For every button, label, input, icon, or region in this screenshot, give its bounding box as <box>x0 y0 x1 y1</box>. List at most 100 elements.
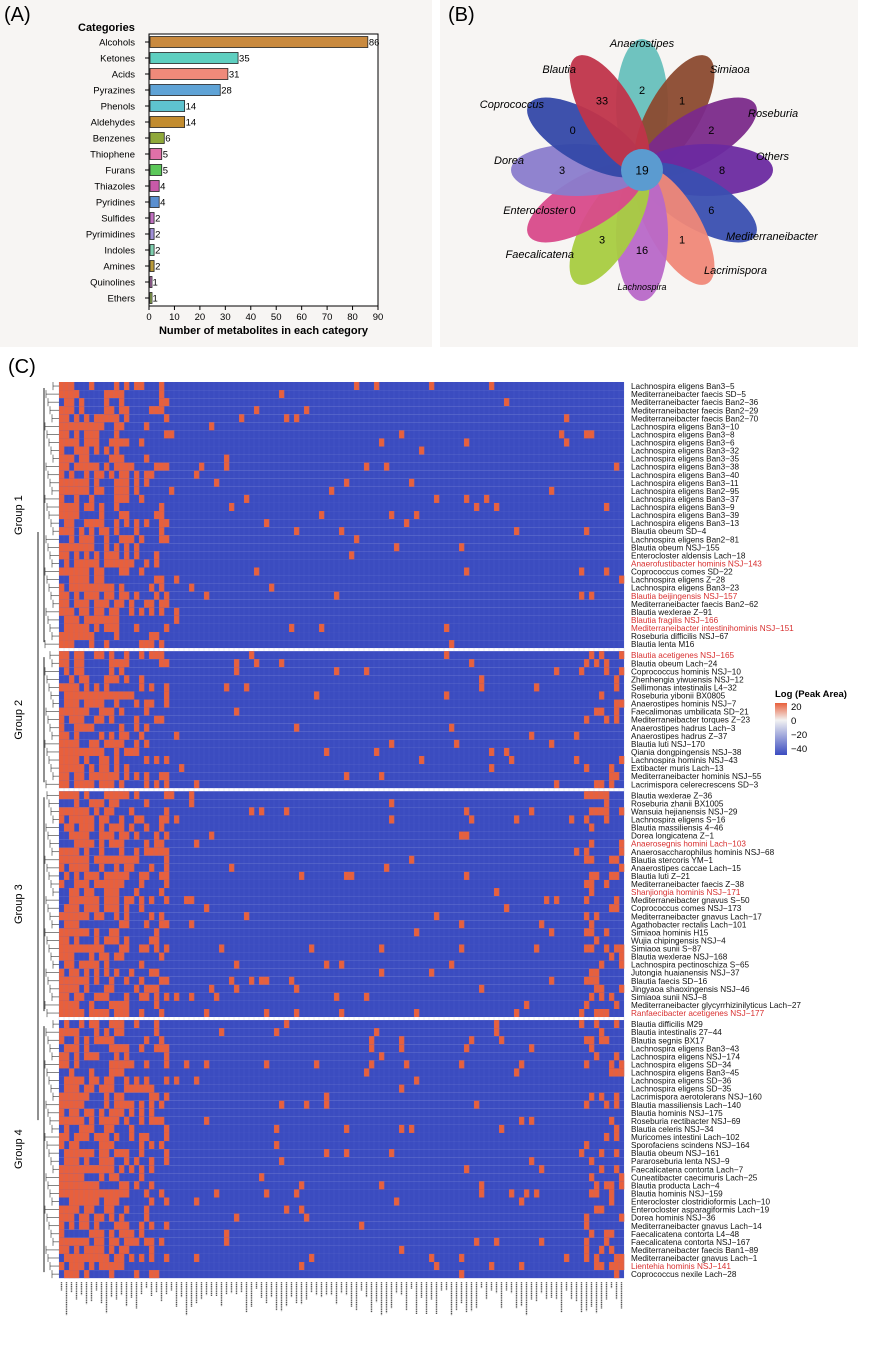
heatmap-cell <box>139 976 145 985</box>
bar-category-label: Sulfides <box>101 214 135 225</box>
heatmap-cell <box>84 863 90 872</box>
heatmap-cell <box>59 1237 65 1246</box>
heatmap-cell <box>584 715 590 724</box>
heatmap-cell <box>234 667 240 676</box>
heatmap-cell <box>59 543 65 552</box>
row-label: Blautia obeum NSJ−155 <box>631 543 720 552</box>
heatmap-cell <box>64 486 70 495</box>
heatmap-row <box>59 707 624 716</box>
heatmap-cell <box>74 1000 80 1010</box>
heatmap-row <box>59 430 624 439</box>
heatmap-cell <box>74 1189 80 1198</box>
heatmap-cell <box>114 928 120 937</box>
heatmap-cell <box>104 1124 110 1133</box>
heatmap-cell <box>159 651 165 660</box>
heatmap-cell <box>304 406 310 415</box>
heatmap-cell <box>129 1229 135 1238</box>
heatmap-cell <box>619 960 625 969</box>
heatmap-cell <box>599 1262 605 1271</box>
heatmap-cell <box>74 494 80 503</box>
heatmap-cell <box>414 1076 420 1085</box>
x-tick-label: 50 <box>271 312 282 323</box>
heatmap-cell <box>114 1132 120 1142</box>
heatmap-cell <box>109 936 115 945</box>
row-label: Mediterraneibacter hominis NSJ−55 <box>631 772 762 781</box>
heatmap-cell <box>164 1197 170 1206</box>
heatmap-cell <box>99 502 105 512</box>
heatmap-row <box>59 1044 624 1053</box>
bar-indoles <box>149 244 155 256</box>
bar-alcohols <box>149 36 369 48</box>
heatmap-cell <box>104 1100 110 1109</box>
heatmap-cell <box>149 1141 155 1150</box>
heatmap-cell <box>164 1092 170 1101</box>
heatmap-cell <box>59 486 65 495</box>
heatmap-cell <box>324 1100 330 1109</box>
heatmap-row <box>59 1000 624 1010</box>
heatmap-row <box>59 976 624 985</box>
heatmap-cell <box>74 791 80 800</box>
heatmap-cell <box>194 470 200 479</box>
heatmap-cell <box>124 511 130 520</box>
heatmap-cell <box>109 1116 115 1125</box>
heatmap-cell <box>64 755 70 765</box>
heatmap-cell <box>139 944 145 953</box>
heatmap-cell <box>99 855 105 864</box>
heatmap-cell <box>64 960 70 969</box>
heatmap-cell <box>79 543 85 552</box>
row-label: Mediterraneibacter intestinihominis NSJ−… <box>631 624 794 633</box>
heatmap-cell <box>69 486 75 495</box>
heatmap-cell <box>124 659 130 668</box>
heatmap-cell <box>114 519 120 528</box>
heatmap-cell <box>89 815 95 824</box>
heatmap-cell <box>149 863 155 872</box>
row-label: Coprococcus comes NSJ−173 <box>631 904 742 913</box>
bar-value-label: 28 <box>221 86 232 97</box>
heatmap-cell <box>114 414 120 423</box>
heatmap-cell <box>69 699 75 708</box>
heatmap-cell <box>79 478 85 487</box>
heatmap-cell <box>594 976 600 985</box>
row-label: Anaerostipes hadrus Lach−3 <box>631 724 736 733</box>
bar-ethers <box>149 292 153 304</box>
heatmap-cell <box>74 715 80 724</box>
heatmap-cell <box>94 871 100 880</box>
heatmap-cell <box>589 1044 595 1053</box>
heatmap-cell <box>69 1000 75 1010</box>
heatmap-cell <box>329 486 335 495</box>
heatmap-cell <box>89 559 95 568</box>
bar-thiazoles <box>149 180 160 192</box>
heatmap-cell <box>104 543 110 552</box>
heatmap-cell <box>74 1173 80 1182</box>
heatmap-cell <box>609 772 615 781</box>
heatmap-cell <box>64 651 70 660</box>
flower-center <box>621 149 663 191</box>
heatmap-cell <box>164 398 170 407</box>
x-tick-label: 40 <box>245 312 256 323</box>
heatmap-cell <box>169 430 175 439</box>
heatmap-cell <box>89 691 95 700</box>
heatmap-cell <box>64 1020 70 1029</box>
heatmap-cell <box>79 446 85 455</box>
heatmap-cell <box>139 992 145 1001</box>
heatmap-cell <box>154 462 160 471</box>
heatmap-row <box>59 1205 624 1214</box>
heatmap-cell <box>64 430 70 439</box>
heatmap-cell <box>219 1028 225 1037</box>
heatmap-cell <box>69 1108 75 1117</box>
heatmap-cell <box>144 755 150 765</box>
heatmap-cell <box>144 984 150 993</box>
heatmap-cell <box>94 1132 100 1142</box>
heatmap-cell <box>144 1084 150 1093</box>
heatmap-cell <box>79 715 85 724</box>
heatmap-cell <box>119 1020 125 1029</box>
heatmap-cell <box>64 739 70 748</box>
heatmap-cell <box>59 446 65 455</box>
heatmap-cell <box>79 928 85 937</box>
heatmap-cell <box>494 888 500 897</box>
heatmap-row <box>59 944 624 953</box>
heatmap-cell <box>84 855 90 864</box>
heatmap-cell <box>69 912 75 921</box>
heatmap-cell <box>324 1149 330 1158</box>
heatmap-cell <box>109 1060 115 1069</box>
